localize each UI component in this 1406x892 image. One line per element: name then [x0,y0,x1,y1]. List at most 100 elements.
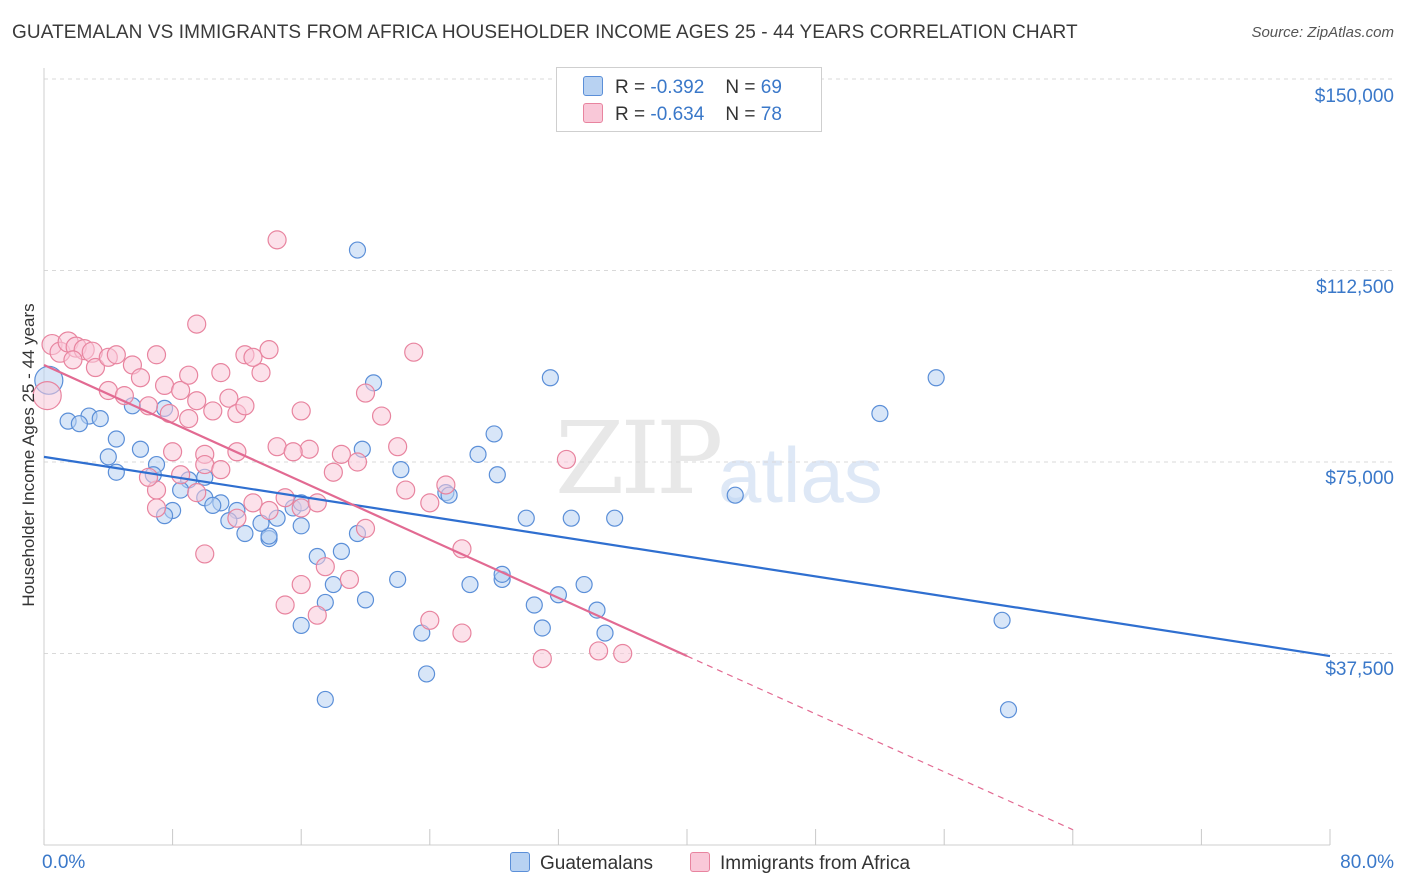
africa-point [452,623,472,643]
africa-point [179,408,199,429]
x-max-label: 80.0% [1340,852,1394,873]
africa-point [203,401,223,421]
pink-swatch [583,103,603,123]
africa-point [420,610,440,630]
pink-swatch [690,852,710,872]
africa-point [259,500,279,521]
guatemalan-point [236,524,254,543]
r-value: -0.634 [650,104,705,125]
africa-point [315,557,335,577]
guatemalan-point [488,466,506,484]
africa-trend-extension [686,655,1074,831]
n-value: 78 [760,104,782,125]
africa-point [355,518,376,538]
guatemalan-point [999,701,1018,719]
guatemalans-trend-line [43,455,1331,658]
legend-item-africa[interactable]: Immigrants from Africa [690,852,910,875]
africa-point [251,363,271,383]
guatemalan-point [204,496,222,515]
guatemalan-point [260,527,278,545]
guatemalan-point [417,665,436,683]
africa-point [299,439,319,459]
africa-point [259,340,279,360]
africa-point [275,595,295,615]
africa-point [613,643,633,664]
africa-point [179,365,199,385]
grid-lines [44,78,1394,654]
guatemalan-point [596,624,614,642]
africa-point [85,357,106,378]
africa-point [283,442,303,462]
legend-row-africa: R = -0.634 N = 78 [583,103,782,126]
africa-point [146,345,167,365]
legend-item-guatemalans[interactable]: Guatemalans [510,852,653,875]
n-label: N = [725,104,756,125]
africa-point [163,442,183,462]
africa-point [355,383,376,403]
africa-point [211,460,231,480]
africa-point [388,437,408,457]
africa-point [219,388,239,408]
africa-point [130,368,151,388]
stats-legend: R = -0.392 N = 69 R = -0.634 N = 78 [556,67,822,132]
r-label: R = [615,104,646,125]
y-tick-label: $75,000 [1325,468,1394,489]
legend-row-guatemalans: R = -0.392 N = 69 [583,76,782,99]
guatemalan-point [70,415,88,433]
guatemalan-point [332,542,350,560]
guatemalan-point [562,509,580,527]
africa-point [588,641,609,661]
africa-point [171,380,191,401]
africa-point [146,498,167,518]
guatemalan-point [172,481,190,499]
africa-point [420,493,440,513]
guatemalan-point [517,509,535,527]
guatemalan-point [392,461,410,479]
africa-point [339,569,360,590]
africa-points [32,230,633,669]
africa-point [106,345,126,365]
chart-title: GUATEMALAN VS IMMIGRANTS FROM AFRICA HOU… [12,22,1078,43]
watermark-zip: ZIP [555,400,723,517]
guatemalan-point [292,616,310,635]
trend-lines [43,363,1331,831]
africa-point [235,396,255,416]
blue-swatch [510,852,530,872]
legend-label: Guatemalans [540,853,654,874]
y-tick-label: $37,500 [1325,659,1394,680]
r-label: R = [615,77,646,98]
africa-point [187,483,207,503]
legend-label: Immigrants from Africa [720,853,911,874]
africa-point [436,475,456,495]
guatemalan-point [99,448,117,466]
africa-point [291,401,311,421]
africa-point [556,449,577,470]
guatemalan-point [348,241,367,259]
africa-point [371,406,392,426]
africa-point [187,391,207,411]
africa-point [227,508,247,528]
africa-point [275,488,295,508]
guatemalan-point [575,575,593,594]
africa-point [307,605,327,625]
africa-point [323,462,343,482]
guatemalan-point [541,369,559,387]
guatemalan-point [525,596,543,614]
africa-point [32,381,62,411]
r-value: -0.392 [650,77,705,98]
africa-point [211,363,231,383]
guatemalan-point [461,575,479,594]
africa-point [267,437,287,457]
guatemalan-point [927,369,945,387]
africa-point [291,498,311,518]
africa-point [195,544,215,564]
blue-swatch [583,76,603,96]
africa-point [396,480,416,500]
africa-point [331,444,351,464]
africa-point [404,342,424,362]
guatemalan-point [871,404,889,423]
africa-point [291,574,311,595]
africa-trend-line [43,363,688,658]
africa-point [171,465,191,485]
